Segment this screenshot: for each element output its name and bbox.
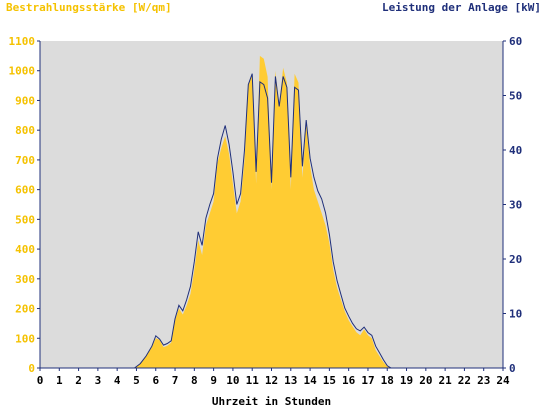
x-tick-label: 2 [75,374,82,387]
x-tick-label: 11 [246,374,260,387]
left-tick-label: 900 [15,94,35,107]
x-tick-label: 13 [284,374,297,387]
x-tick-label: 18 [381,374,394,387]
x-tick-label: 23 [477,374,490,387]
x-tick-label: 15 [323,374,336,387]
x-tick-label: 1 [56,374,63,387]
x-tick-label: 24 [496,374,510,387]
left-tick-label: 200 [15,303,35,316]
x-tick-label: 10 [226,374,239,387]
x-axis-label: Uhrzeit in Stunden [212,395,331,408]
right-tick-label: 40 [509,144,522,157]
x-tick-label: 7 [172,374,179,387]
x-tick-label: 20 [419,374,432,387]
left-tick-label: 1100 [9,35,36,48]
left-tick-label: 700 [15,154,35,167]
left-tick-label: 1000 [9,65,36,78]
x-tick-label: 9 [210,374,217,387]
series-layer [40,55,503,369]
right-tick-label: 50 [509,90,522,103]
left-tick-label: 600 [15,184,35,197]
right-tick-label: 30 [509,199,522,212]
left-tick-label: 0 [28,362,35,375]
x-tick-label: 22 [458,374,471,387]
right-tick-label: 10 [509,308,522,321]
x-tick-label: 21 [439,374,453,387]
series-irradiance-area [40,55,503,369]
left-tick-label: 400 [15,243,35,256]
x-tick-label: 3 [95,374,102,387]
series-power-line [40,73,503,369]
right-tick-label: 60 [509,35,522,48]
x-tick-label: 16 [342,374,356,387]
axis-layer [37,40,506,371]
left-tick-label: 800 [15,124,35,137]
x-tick-label: 5 [133,374,140,387]
x-tick-label: 0 [37,374,44,387]
x-tick-label: 12 [265,374,278,387]
x-tick-label: 6 [152,374,159,387]
x-tick-label: 8 [191,374,198,387]
x-tick-label: 4 [114,374,121,387]
x-tick-label: 14 [303,374,317,387]
right-tick-label: 20 [509,253,522,266]
left-tick-label: 100 [15,332,35,345]
x-tick-label: 17 [361,374,374,387]
left-tick-label: 500 [15,213,35,226]
left-tick-label: 300 [15,273,35,286]
x-tick-label: 19 [400,374,413,387]
tick-label-layer: 0100200300400500600700800900100011000102… [9,35,523,387]
right-axis-title: Leistung der Anlage [kW] [382,1,541,14]
left-axis-title: Bestrahlungsstärke [W/qm] [6,1,172,14]
right-tick-label: 0 [509,362,516,375]
